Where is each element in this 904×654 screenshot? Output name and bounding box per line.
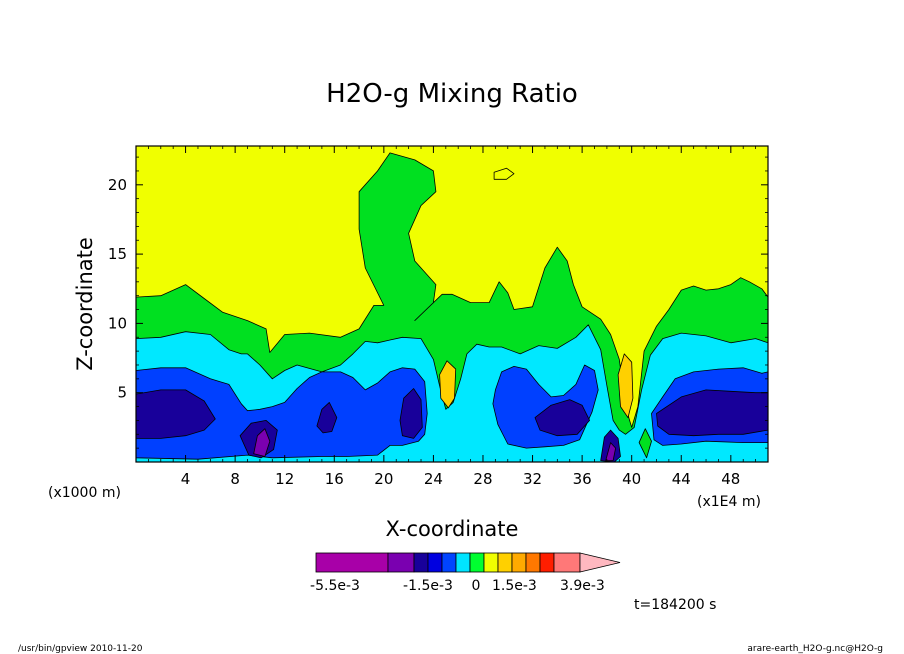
colorbar-swatch [469, 552, 485, 573]
x-unit-label: (x1000 m) [48, 485, 121, 501]
x-axis: 4 8 12 16 20 24 28 32 36 40 44 48 [147, 146, 757, 488]
contour-region [493, 167, 515, 180]
colorbar-swatch [553, 552, 581, 573]
x-tick-label: 44 [672, 470, 691, 488]
y-tick-label: 5 [117, 384, 127, 402]
x-scale-note: (x1E4 m) [697, 494, 761, 510]
footer-left: /usr/bin/gpview 2010-11-20 [18, 644, 143, 654]
footer-right: arare-earth_H2O-g.nc@H2O-g [747, 644, 883, 654]
time-label: t=184200 s [634, 597, 716, 613]
contour-region [136, 389, 216, 439]
contour-region [439, 360, 457, 409]
y-tick-label: 15 [108, 245, 127, 263]
contour-fill-layer [136, 146, 768, 462]
chart-title: H2O-g Mixing Ratio [326, 79, 578, 109]
colorbar-swatch [511, 552, 527, 573]
x-tick-label: 48 [721, 470, 740, 488]
colorbar: -5.5e-3 -1.5e-3 0 1.5e-3 3.9e-3 [310, 552, 621, 594]
colorbar-swatch [441, 552, 457, 573]
plot-frame [135, 145, 769, 463]
colorbar-label: 3.9e-3 [560, 578, 605, 594]
y-axis: 5 10 15 20 [108, 156, 768, 449]
x-tick-label: 20 [374, 470, 393, 488]
colorbar-label: 0 [472, 578, 481, 594]
x-tick-label: 36 [573, 470, 592, 488]
contour-region [617, 353, 634, 419]
colorbar-swatch [497, 552, 513, 573]
contour-region [253, 428, 271, 457]
contour-region [605, 442, 616, 462]
y-tick-label: 10 [108, 314, 127, 332]
colorbar-swatch [525, 552, 541, 573]
colorbar-swatch [387, 552, 415, 573]
colorbar-arrow [579, 552, 621, 573]
colorbar-label: 1.5e-3 [492, 578, 537, 594]
contour-region [656, 389, 768, 437]
contour-region [534, 399, 590, 437]
x-tick-label: 28 [473, 470, 492, 488]
colorbar-label: -1.5e-3 [403, 578, 453, 594]
colorbar-swatch [315, 552, 389, 573]
colorbar-label: -5.5e-3 [310, 578, 360, 594]
colorbar-swatch [539, 552, 555, 573]
x-tick-label: 8 [230, 470, 240, 488]
x-tick-label: 32 [523, 470, 542, 488]
x-axis-label: X-coordinate [386, 517, 519, 541]
colorbar-swatch [483, 552, 499, 573]
x-tick-label: 4 [181, 470, 191, 488]
colorbar-swatch [413, 552, 429, 573]
y-axis-label: Z-coordinate [73, 237, 97, 371]
y-tick-label: 20 [108, 176, 127, 194]
x-tick-label: 24 [424, 470, 443, 488]
contour-region [316, 401, 338, 434]
x-tick-label: 12 [275, 470, 294, 488]
x-tick-label: 16 [325, 470, 344, 488]
colorbar-swatch [427, 552, 443, 573]
colorbar-swatch [455, 552, 471, 573]
x-tick-label: 40 [622, 470, 641, 488]
contour-region [638, 428, 652, 459]
contour-region [399, 388, 423, 439]
